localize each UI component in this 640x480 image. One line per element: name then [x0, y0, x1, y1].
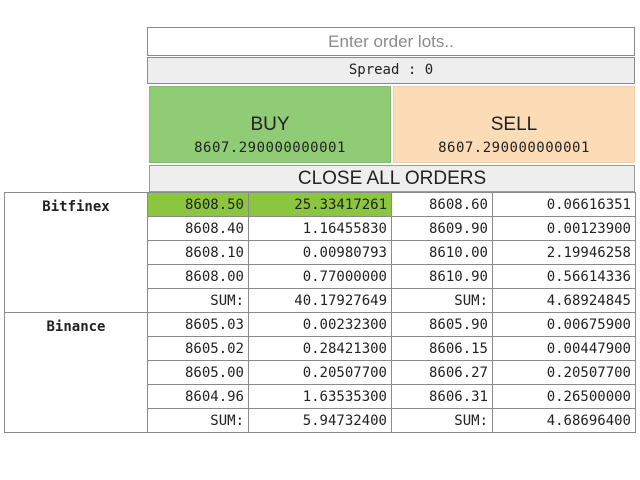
- bid-price-cell[interactable]: 8608.50: [147, 192, 249, 217]
- ask-price-cell[interactable]: 8606.27: [391, 360, 493, 385]
- ask-price-cell[interactable]: 8606.15: [391, 336, 493, 361]
- ask-amount-cell[interactable]: 0.26500000: [492, 384, 636, 409]
- buy-price: 8607.290000000001: [194, 140, 346, 156]
- sell-label: SELL: [490, 114, 538, 135]
- bid-sum-value: 40.17927649: [248, 288, 392, 313]
- sum-row: SUM: 40.17927649 SUM: 4.68924845: [5, 288, 636, 313]
- bid-amount-cell[interactable]: 1.16455830: [248, 216, 392, 241]
- sum-row: SUM: 5.94732400 SUM: 4.68696400: [5, 408, 636, 433]
- bid-amount-cell[interactable]: 0.77000000: [248, 264, 392, 289]
- sum-label: SUM:: [147, 288, 249, 313]
- bid-amount-cell[interactable]: 0.00980793: [248, 240, 392, 265]
- sum-label: SUM:: [147, 408, 249, 433]
- ask-price-cell[interactable]: 8610.90: [391, 264, 493, 289]
- bid-amount-cell[interactable]: 1.63535300: [248, 384, 392, 409]
- ask-amount-cell[interactable]: 0.00123900: [492, 216, 636, 241]
- bid-sum-value: 5.94732400: [248, 408, 392, 433]
- ask-price-cell[interactable]: 8610.00: [391, 240, 493, 265]
- order-lots-input[interactable]: [148, 28, 634, 56]
- sum-label: SUM:: [391, 408, 493, 433]
- spread-display: Spread : 0: [147, 57, 635, 84]
- bid-amount-cell[interactable]: 25.33417261: [248, 192, 392, 217]
- buy-label: BUY: [250, 114, 290, 135]
- table-row: 8608.40 1.16455830 8609.90 0.00123900: [5, 216, 636, 241]
- ask-amount-cell[interactable]: 0.20507700: [492, 360, 636, 385]
- ask-sum-value: 4.68696400: [492, 408, 636, 433]
- ask-price-cell[interactable]: 8605.90: [391, 312, 493, 337]
- bid-price-cell[interactable]: 8608.40: [147, 216, 249, 241]
- table-row: 8608.00 0.77000000 8610.90 0.56614336: [5, 264, 636, 289]
- bid-price-cell[interactable]: 8608.00: [147, 264, 249, 289]
- ask-amount-cell[interactable]: 0.56614336: [492, 264, 636, 289]
- exchange-name-bitfinex: Bitfinex: [4, 192, 148, 313]
- ask-amount-cell[interactable]: 0.00447900: [492, 336, 636, 361]
- table-row: 8605.02 0.28421300 8606.15 0.00447900: [5, 336, 636, 361]
- ask-sum-value: 4.68924845: [492, 288, 636, 313]
- sell-button[interactable]: SELL 8607.290000000001: [393, 86, 635, 163]
- bid-price-cell[interactable]: 8604.96: [147, 384, 249, 409]
- table-row: Binance 8605.03 0.00232300 8605.90 0.006…: [4, 312, 636, 433]
- bid-amount-cell[interactable]: 0.28421300: [248, 336, 392, 361]
- ask-price-cell[interactable]: 8609.90: [391, 216, 493, 241]
- bid-price-cell[interactable]: 8608.10: [147, 240, 249, 265]
- ask-amount-cell[interactable]: 2.19946258: [492, 240, 636, 265]
- table-row: 8608.10 0.00980793 8610.00 2.19946258: [5, 240, 636, 265]
- ask-amount-cell[interactable]: 0.00675900: [492, 312, 636, 337]
- ask-price-cell[interactable]: 8606.31: [391, 384, 493, 409]
- buy-button[interactable]: BUY 8607.290000000001: [149, 86, 391, 163]
- ask-price-cell[interactable]: 8608.60: [391, 192, 493, 217]
- close-all-orders-button[interactable]: CLOSE ALL ORDERS: [149, 165, 635, 192]
- bid-price-cell[interactable]: 8605.03: [147, 312, 249, 337]
- bid-price-cell[interactable]: 8605.00: [147, 360, 249, 385]
- order-lots-field[interactable]: [147, 27, 635, 56]
- bid-amount-cell[interactable]: 0.20507700: [248, 360, 392, 385]
- sell-price: 8607.290000000001: [438, 140, 590, 156]
- bid-amount-cell[interactable]: 0.00232300: [248, 312, 392, 337]
- table-row: 8604.96 1.63535300 8606.31 0.26500000: [5, 384, 636, 409]
- bid-price-cell[interactable]: 8605.02: [147, 336, 249, 361]
- order-book-table: Bitfinex 8608.50 25.33417261 8608.60 0.0…: [4, 192, 636, 433]
- exchange-name-binance: Binance: [4, 312, 148, 433]
- ask-amount-cell[interactable]: 0.06616351: [492, 192, 636, 217]
- table-row: Bitfinex 8608.50 25.33417261 8608.60 0.0…: [4, 192, 636, 313]
- table-row: 8605.00 0.20507700 8606.27 0.20507700: [5, 360, 636, 385]
- sum-label: SUM:: [391, 288, 493, 313]
